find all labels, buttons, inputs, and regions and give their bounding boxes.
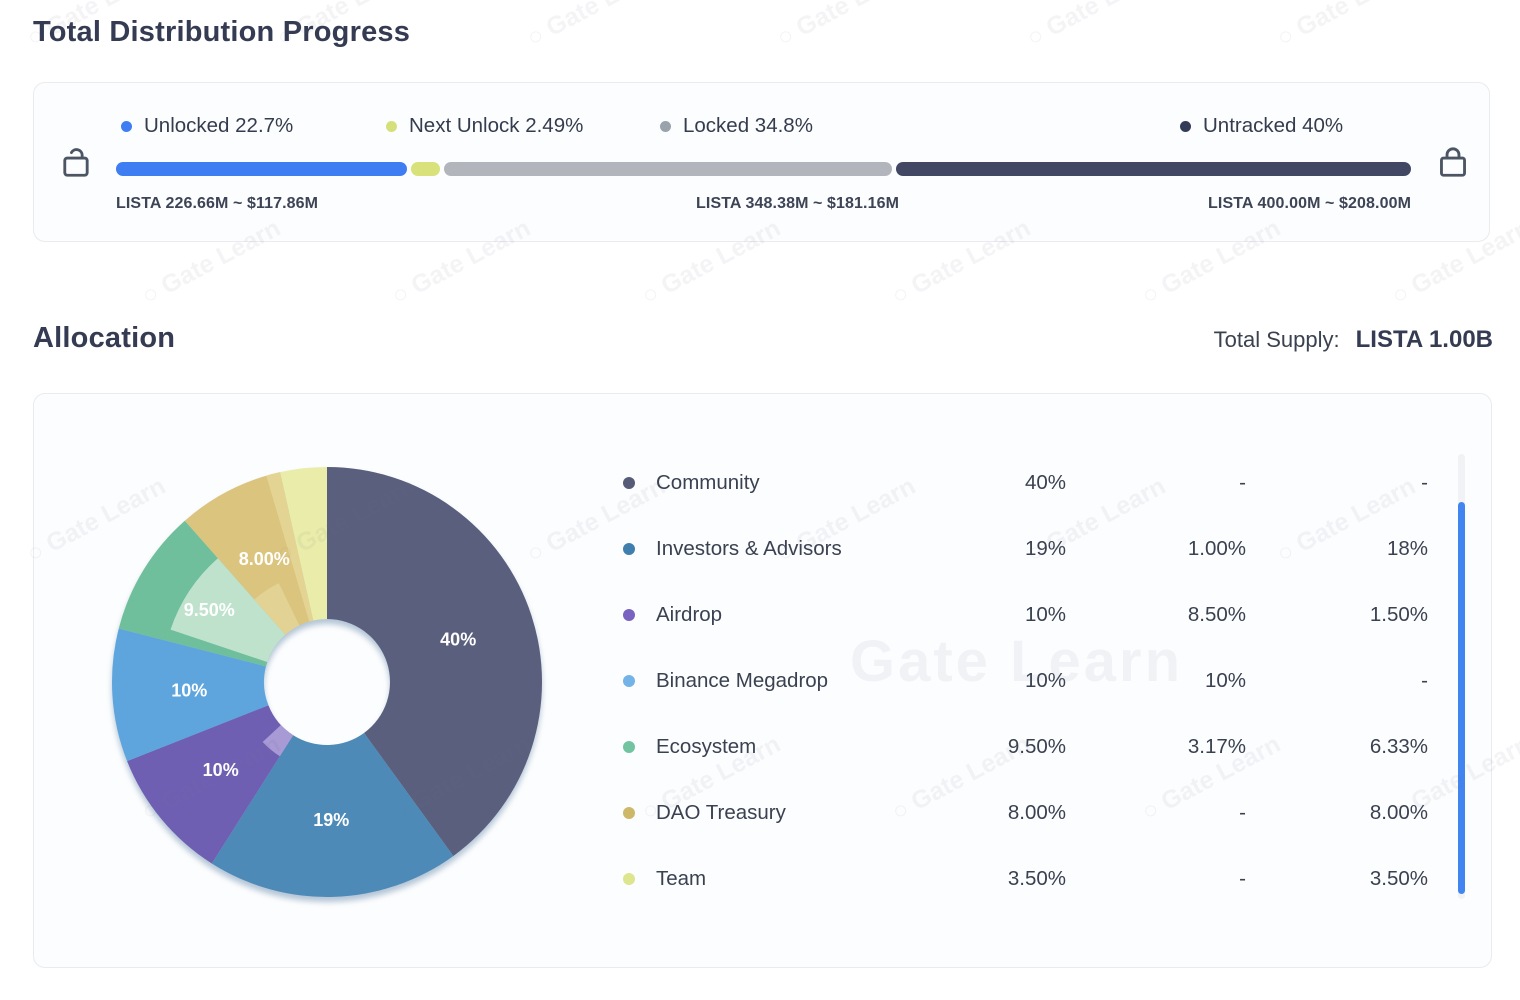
lock-open-icon: [63, 148, 89, 177]
distribution-progress-bar: [116, 162, 1411, 176]
amount-untracked: LISTA 400.00M ~ $208.00M: [1208, 195, 1411, 212]
legend-dot-investors-advisors: [623, 543, 635, 555]
allocation-locked: 6.33%: [1369, 735, 1428, 758]
allocation-total: 40%: [1024, 471, 1066, 494]
allocation-unlocked: -: [1239, 471, 1246, 494]
allocation-card: 40% 19% 10% 10% 9.50% 8.00% Community 40% - - Inv…: [33, 393, 1492, 968]
legend-label-locked: Locked 34.8%: [683, 114, 813, 137]
legend-dot-dao-treasury: [623, 807, 635, 819]
allocation-locked: -: [1421, 471, 1428, 494]
allocation-unlocked: 10%: [1204, 669, 1246, 692]
pie-slice-investors-advisors[interactable]: [211, 732, 454, 897]
total-supply: Total Supply: LISTA 1.00B: [1214, 326, 1493, 354]
allocation-row-team: Team 3.50% - 3.50%: [623, 846, 1428, 912]
pie-label-airdrop: 10%: [203, 760, 239, 780]
allocation-total: 3.50%: [1007, 867, 1066, 890]
total-supply-value: LISTA 1.00B: [1355, 326, 1493, 353]
pie-label-dao-treasury: 8.00%: [239, 549, 290, 569]
locked-dot-icon: [660, 120, 671, 132]
allocation-name: DAO Treasury: [656, 801, 786, 824]
pie-slice-community[interactable]: [327, 467, 542, 856]
allocation-row-binance-megadrop: Binance Megadrop 10% 10% -: [623, 648, 1428, 714]
allocation-locked: 18%: [1386, 537, 1428, 560]
legend-item-unlocked: Unlocked 22.7%: [121, 114, 293, 138]
allocation-unlocked: 1.00%: [1187, 537, 1246, 560]
pie-label-ecosystem: 9.50%: [184, 600, 235, 620]
amount-unlocked: LISTA 226.66M ~ $117.86M: [116, 195, 319, 212]
legend-dot-ecosystem: [623, 741, 635, 753]
allocation-donut-chart: 40% 19% 10% 10% 9.50% 8.00%: [111, 467, 542, 897]
allocation-name: Binance Megadrop: [656, 669, 829, 692]
legend-label-next-unlock: Next Unlock 2.49%: [409, 114, 584, 137]
legend-dot-team: [623, 873, 635, 885]
legend-dot-binance-megadrop: [623, 675, 635, 687]
allocation-name: Community: [656, 471, 760, 494]
unlocked-dot-icon: [121, 120, 132, 132]
pie-slice-team[interactable]: [280, 467, 327, 621]
allocation-name: Investors & Advisors: [656, 537, 842, 560]
allocation-locked: -: [1421, 669, 1428, 692]
scrollbar-track[interactable]: [1458, 454, 1465, 899]
legend-item-next-unlock: Next Unlock 2.49%: [386, 114, 583, 138]
legend-dot-airdrop: [623, 609, 635, 621]
allocation-total: 10%: [1024, 669, 1066, 692]
allocation-row-airdrop: Airdrop 10% 8.50% 1.50%: [623, 582, 1428, 648]
pie-label-binance-megadrop: 10%: [171, 681, 207, 701]
total-supply-label: Total Supply:: [1213, 327, 1340, 352]
distribution-progress-card: Unlocked 22.7% Next Unlock 2.49% Locked …: [33, 82, 1490, 242]
scrollbar-thumb[interactable]: [1458, 502, 1465, 894]
pie-slice-airdrop[interactable]: [127, 705, 294, 864]
allocation-title: Allocation: [33, 322, 176, 354]
pie-shading-ecosystem: [170, 558, 286, 663]
next-unlock-dot-icon: [386, 120, 397, 132]
allocation-total: 9.50%: [1007, 735, 1066, 758]
bar-segment-locked[interactable]: [444, 162, 892, 176]
pie-slice-binance-megadrop[interactable]: [111, 628, 269, 762]
allocation-unlocked: 3.17%: [1187, 735, 1246, 758]
allocation-total: 8.00%: [1007, 801, 1066, 824]
pie-shading-dao-treasury: [266, 472, 314, 622]
untracked-dot-icon: [1180, 120, 1191, 132]
allocation-locked: 1.50%: [1369, 603, 1428, 626]
pie-shading-dao-treasury: [254, 583, 300, 635]
allocation-name: Ecosystem: [656, 735, 757, 758]
allocation-name: Team: [656, 867, 707, 890]
bar-segment-untracked[interactable]: [895, 162, 1411, 176]
allocation-row-ecosystem: Ecosystem 9.50% 3.17% 6.33%: [623, 714, 1428, 780]
legend-label-untracked: Untracked 40%: [1203, 114, 1344, 137]
allocation-total: 10%: [1024, 603, 1066, 626]
amount-locked: LISTA 348.38M ~ $181.16M: [696, 195, 899, 212]
allocation-table: Community 40% - - Investors & Advisors 19% 1.0…: [623, 450, 1428, 912]
allocation-row-community: Community 40% - -: [623, 450, 1428, 516]
bar-segment-next-unlock[interactable]: [410, 162, 441, 176]
allocation-total: 19%: [1024, 537, 1066, 560]
allocation-locked: 8.00%: [1369, 801, 1428, 824]
allocation-header: Allocation Total Supply: LISTA 1.00B: [33, 322, 1493, 355]
allocation-row-investors-advisors: Investors & Advisors 19% 1.00% 18%: [623, 516, 1428, 582]
pie-shading-airdrop: [262, 724, 294, 757]
allocation-unlocked: -: [1239, 867, 1246, 890]
allocation-row-dao-treasury: DAO Treasury 8.00% - 8.00%: [623, 780, 1428, 846]
legend-item-untracked: Untracked 40%: [1180, 114, 1343, 138]
bar-segment-unlocked[interactable]: [116, 162, 407, 176]
allocation-name: Airdrop: [656, 603, 723, 626]
legend-item-locked: Locked 34.8%: [660, 114, 813, 138]
allocation-unlocked: -: [1239, 801, 1246, 824]
page-title: Total Distribution Progress: [33, 16, 411, 48]
lock-closed-icon: [1440, 147, 1466, 177]
allocation-locked: 3.50%: [1369, 867, 1428, 890]
pie-label-community: 40%: [440, 629, 476, 649]
allocation-unlocked: 8.50%: [1187, 603, 1246, 626]
legend-dot-community: [623, 477, 635, 489]
legend-label-unlocked: Unlocked 22.7%: [144, 114, 294, 137]
pie-label-investors-advisors: 19%: [313, 810, 349, 830]
